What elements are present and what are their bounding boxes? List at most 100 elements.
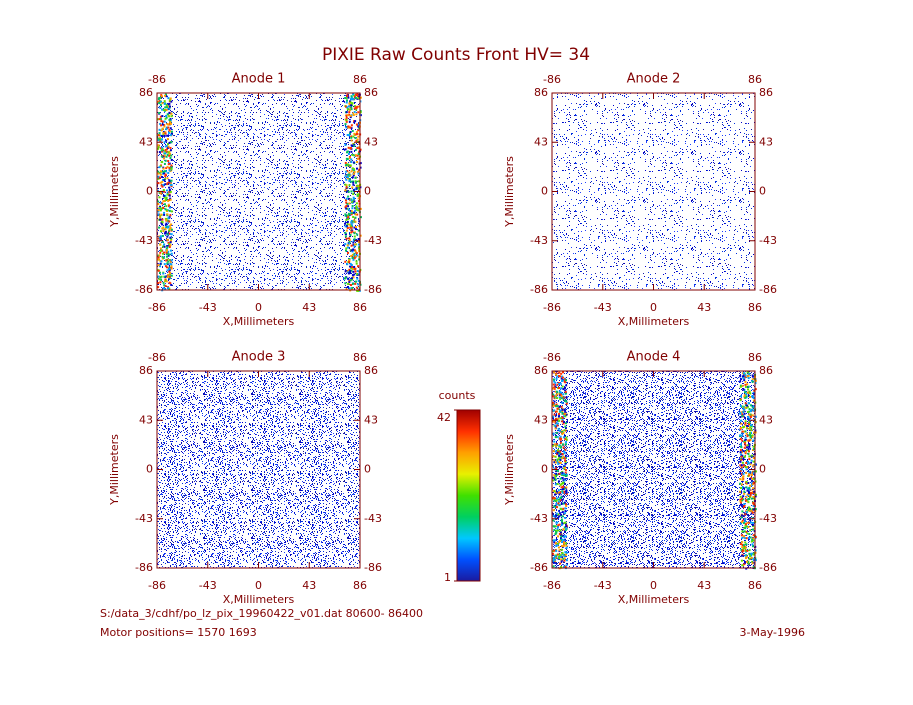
texture-dot xyxy=(164,284,167,287)
texture-dot xyxy=(565,421,568,424)
texture-dot xyxy=(160,249,163,252)
texture-dot xyxy=(554,461,557,464)
texture-dot xyxy=(559,456,562,459)
texture-dot xyxy=(353,219,356,222)
texture-dot xyxy=(553,555,556,558)
texture-dot xyxy=(157,200,160,203)
texture-dot xyxy=(740,491,743,494)
texture-dot xyxy=(158,128,161,131)
texture-dot xyxy=(166,252,169,255)
texture-dot xyxy=(745,461,748,464)
texture-dot xyxy=(553,387,556,390)
texture-dot xyxy=(747,377,750,380)
texture-dot xyxy=(561,430,564,433)
texture-dot xyxy=(352,181,355,184)
texture-dot xyxy=(165,226,168,229)
texture-dot xyxy=(560,513,563,516)
texture-dot xyxy=(565,436,568,439)
texture-dot xyxy=(349,131,352,134)
texture-dot xyxy=(752,558,755,561)
texture-dot xyxy=(555,498,558,501)
texture-dot xyxy=(743,487,746,490)
texture-dot xyxy=(752,460,755,463)
texture-dot xyxy=(348,171,351,174)
texture-dot xyxy=(158,226,161,229)
texture-dot xyxy=(557,480,560,483)
texture-dot xyxy=(565,491,568,494)
texture-dot xyxy=(742,495,745,498)
texture-dot xyxy=(561,540,564,543)
texture-dot xyxy=(742,457,745,460)
texture-dot xyxy=(162,157,165,160)
texture-dot xyxy=(553,525,556,528)
texture-dot xyxy=(345,116,348,119)
texture-dot xyxy=(162,120,165,123)
y-tick-label: -86 xyxy=(759,283,777,296)
texture-dot xyxy=(557,458,560,461)
texture-dot xyxy=(560,520,563,523)
texture-dot xyxy=(557,553,560,556)
texture-dot xyxy=(746,466,749,469)
texture-dot xyxy=(742,477,745,480)
texture-dot xyxy=(168,198,171,201)
texture-dot xyxy=(562,371,565,374)
texture-dot xyxy=(350,231,353,234)
texture-dot xyxy=(359,162,362,165)
texture-dot xyxy=(169,182,172,185)
texture-dot xyxy=(347,242,350,245)
texture-dot xyxy=(344,243,347,246)
texture-dot xyxy=(167,126,170,129)
texture-dot xyxy=(344,270,347,273)
texture-dot xyxy=(744,404,747,407)
texture-dot xyxy=(358,250,361,253)
texture-dot xyxy=(347,272,350,275)
texture-dot xyxy=(751,543,754,546)
texture-dot xyxy=(159,181,162,184)
texture-dot xyxy=(159,209,162,212)
texture-dot xyxy=(739,449,742,452)
texture-dot xyxy=(359,111,362,114)
texture-dot xyxy=(157,175,160,178)
texture-dot xyxy=(357,238,360,241)
texture-dot xyxy=(164,159,167,162)
top-tick-label: 86 xyxy=(748,351,762,364)
texture-dot xyxy=(161,175,164,178)
texture-dot xyxy=(160,124,163,127)
texture-dot xyxy=(349,164,352,167)
texture-dot xyxy=(354,225,357,228)
texture-dot xyxy=(358,168,361,171)
texture-dot xyxy=(560,558,563,561)
texture-dot xyxy=(157,118,160,121)
texture-dot xyxy=(168,111,171,114)
texture-dot xyxy=(353,238,356,241)
texture-dot xyxy=(356,270,359,273)
texture-dot xyxy=(161,221,164,224)
texture-dot xyxy=(344,148,347,151)
texture-dot xyxy=(359,148,362,151)
texture-dot xyxy=(562,421,565,424)
texture-dot xyxy=(744,444,747,447)
texture-dot xyxy=(557,453,560,456)
texture-dot xyxy=(349,114,352,117)
texture-dot xyxy=(555,394,558,397)
texture-dot xyxy=(744,374,747,377)
texture-dot xyxy=(564,425,567,428)
y-axis-label: Y,Millimeters xyxy=(503,434,516,506)
texture-dot xyxy=(552,432,555,435)
texture-dot xyxy=(751,454,754,457)
texture-dot xyxy=(739,385,742,388)
texture-dot xyxy=(749,536,752,539)
texture-dot xyxy=(751,560,754,563)
texture-dot xyxy=(161,202,164,205)
texture-dot xyxy=(742,426,745,429)
texture-dot xyxy=(741,384,744,387)
texture-dot xyxy=(558,539,561,542)
texture-dot xyxy=(561,553,564,556)
texture-dot xyxy=(168,99,171,102)
texture-dot xyxy=(161,127,164,130)
texture-dot xyxy=(745,468,748,471)
texture-dot xyxy=(565,443,568,446)
texture-dot xyxy=(354,137,357,140)
texture-dot xyxy=(562,492,565,495)
